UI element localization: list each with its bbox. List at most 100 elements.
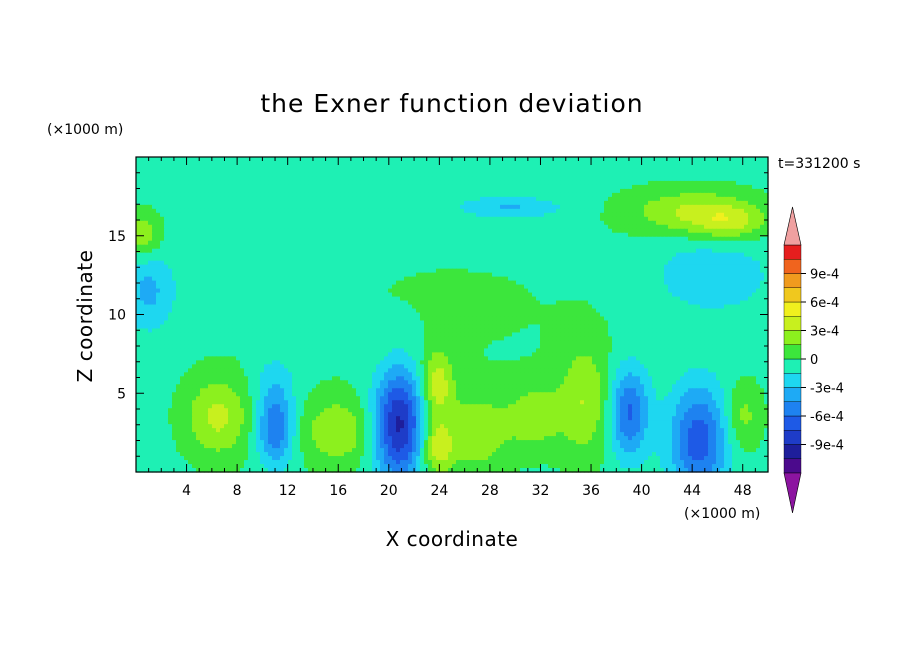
field-cell <box>640 224 645 230</box>
field-cell <box>520 264 525 270</box>
field-cell <box>556 272 561 278</box>
field-cell <box>316 268 321 274</box>
field-cell <box>240 200 245 206</box>
field-cell <box>400 240 405 246</box>
field-cell <box>444 252 449 258</box>
field-cell <box>220 157 225 162</box>
field-cell <box>168 244 173 250</box>
field-cell <box>364 220 369 226</box>
field-cell <box>500 252 505 258</box>
field-cell <box>304 196 309 202</box>
field-cell <box>596 272 601 278</box>
field-cell <box>260 172 265 178</box>
field-cell <box>136 256 141 262</box>
field-cell <box>384 228 389 234</box>
field-cell <box>620 200 625 206</box>
field-cell <box>556 196 561 202</box>
field-cell <box>424 200 429 206</box>
field-cell <box>720 276 725 282</box>
field-cell <box>500 172 505 178</box>
field-cell <box>452 232 457 238</box>
field-cell <box>696 252 701 258</box>
field-cell <box>248 240 253 246</box>
field-cell <box>396 220 401 226</box>
field-cell <box>604 160 609 166</box>
field-cell <box>372 208 377 214</box>
field-cell <box>520 204 525 210</box>
field-cell <box>388 276 393 282</box>
field-cell <box>396 184 401 190</box>
field-cell <box>660 157 665 162</box>
field-cell <box>660 164 665 170</box>
field-cell <box>580 208 585 214</box>
field-cell <box>180 208 185 214</box>
field-cell <box>336 180 341 186</box>
field-cell <box>240 180 245 186</box>
field-cell <box>532 232 537 238</box>
field-cell <box>612 252 617 258</box>
field-cell <box>600 272 605 278</box>
field-cell <box>280 176 285 182</box>
field-cell <box>340 157 345 162</box>
field-cell <box>284 264 289 270</box>
field-cell <box>704 276 709 282</box>
field-cell <box>232 228 237 234</box>
field-cell <box>476 180 481 186</box>
field-cell <box>512 192 517 198</box>
field-cell <box>156 176 161 182</box>
field-cell <box>420 216 425 222</box>
field-cell <box>348 280 353 286</box>
field-cell <box>144 196 149 202</box>
field-cell <box>372 200 377 206</box>
field-cell <box>224 196 229 202</box>
field-cell <box>620 188 625 194</box>
field-cell <box>156 188 161 194</box>
field-cell <box>188 157 193 162</box>
field-cell <box>204 200 209 206</box>
field-cell <box>192 196 197 202</box>
field-cell <box>348 180 353 186</box>
field-cell <box>696 208 701 214</box>
field-cell <box>460 157 465 162</box>
field-cell <box>488 192 493 198</box>
field-cell <box>504 172 509 178</box>
field-cell <box>632 196 637 202</box>
field-cell <box>340 244 345 250</box>
field-cell <box>704 164 709 170</box>
field-cell <box>324 157 329 162</box>
field-cell <box>312 200 317 206</box>
field-cell <box>288 160 293 166</box>
field-cell <box>704 180 709 186</box>
field-cell <box>708 240 713 246</box>
field-cell <box>580 236 585 242</box>
field-cell <box>612 160 617 166</box>
field-cell <box>208 196 213 202</box>
field-cell <box>664 236 669 242</box>
field-cell <box>376 268 381 274</box>
field-cell <box>604 276 609 282</box>
field-cell <box>764 184 769 190</box>
field-cell <box>720 188 725 194</box>
field-cell <box>420 208 425 214</box>
field-cell <box>584 276 589 282</box>
field-cell <box>732 264 737 270</box>
field-cell <box>324 220 329 226</box>
field-cell <box>544 188 549 194</box>
field-cell <box>760 160 765 166</box>
field-cell <box>260 168 265 174</box>
field-cell <box>492 268 497 274</box>
field-cell <box>344 180 349 186</box>
field-cell <box>652 188 657 194</box>
field-cell <box>760 276 765 282</box>
field-cell <box>756 160 761 166</box>
field-cell <box>696 204 701 210</box>
field-cell <box>272 260 277 266</box>
field-cell <box>376 276 381 282</box>
field-cell <box>552 260 557 266</box>
field-cell <box>200 240 205 246</box>
field-cell <box>560 164 565 170</box>
field-cell <box>140 236 145 242</box>
field-cell <box>188 260 193 266</box>
field-cell <box>212 157 217 162</box>
field-cell <box>276 196 281 202</box>
